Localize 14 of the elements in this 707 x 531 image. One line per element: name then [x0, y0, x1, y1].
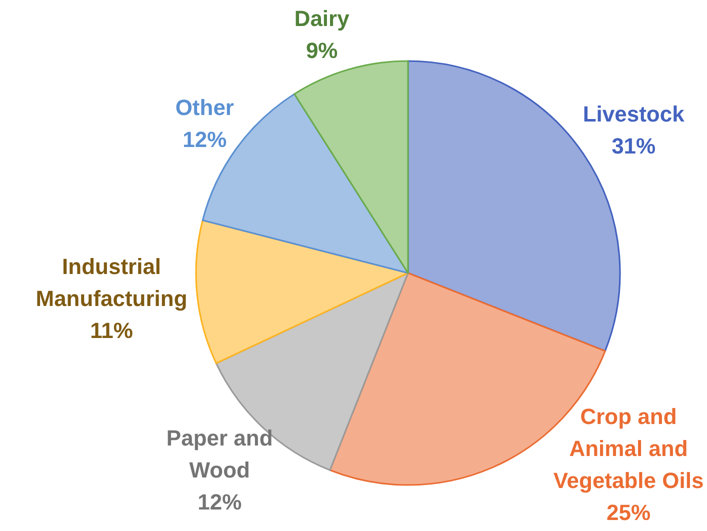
slice-label: Industrial Manufacturing	[36, 254, 188, 311]
slice-label: Dairy	[294, 6, 350, 32]
data-label: 12%	[182, 127, 227, 152]
data-label: 31%	[612, 134, 656, 159]
data-label: 11%	[90, 318, 133, 343]
data-label: 12%	[198, 489, 242, 514]
pie-slice	[294, 60, 409, 274]
pie-slice	[195, 219, 409, 364]
slice-label: Livestock	[582, 102, 686, 127]
data-label: 9%	[306, 38, 338, 64]
slice-label: Crop and Animal and Vegetable Oils	[553, 404, 704, 494]
slice-label: Paper and Wood	[166, 425, 273, 482]
data-label: 25%	[606, 500, 651, 526]
slice-label: Other	[175, 95, 234, 120]
